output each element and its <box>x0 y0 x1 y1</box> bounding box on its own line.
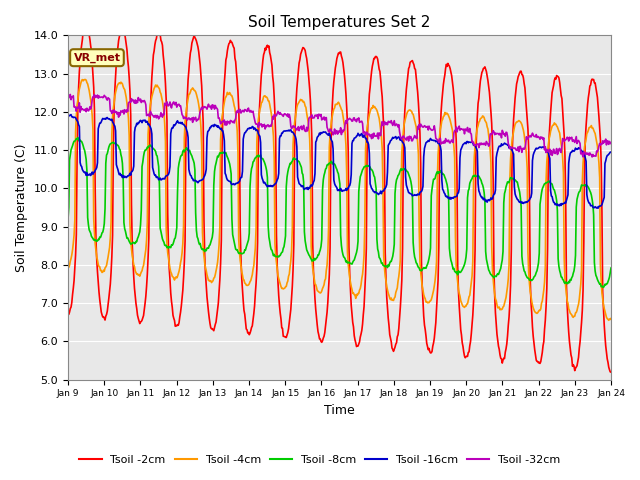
Title: Soil Temperatures Set 2: Soil Temperatures Set 2 <box>248 15 431 30</box>
Y-axis label: Soil Temperature (C): Soil Temperature (C) <box>15 143 28 272</box>
Legend: Tsoil -2cm, Tsoil -4cm, Tsoil -8cm, Tsoil -16cm, Tsoil -32cm: Tsoil -2cm, Tsoil -4cm, Tsoil -8cm, Tsoi… <box>75 451 565 469</box>
Text: VR_met: VR_met <box>74 52 120 63</box>
X-axis label: Time: Time <box>324 404 355 417</box>
